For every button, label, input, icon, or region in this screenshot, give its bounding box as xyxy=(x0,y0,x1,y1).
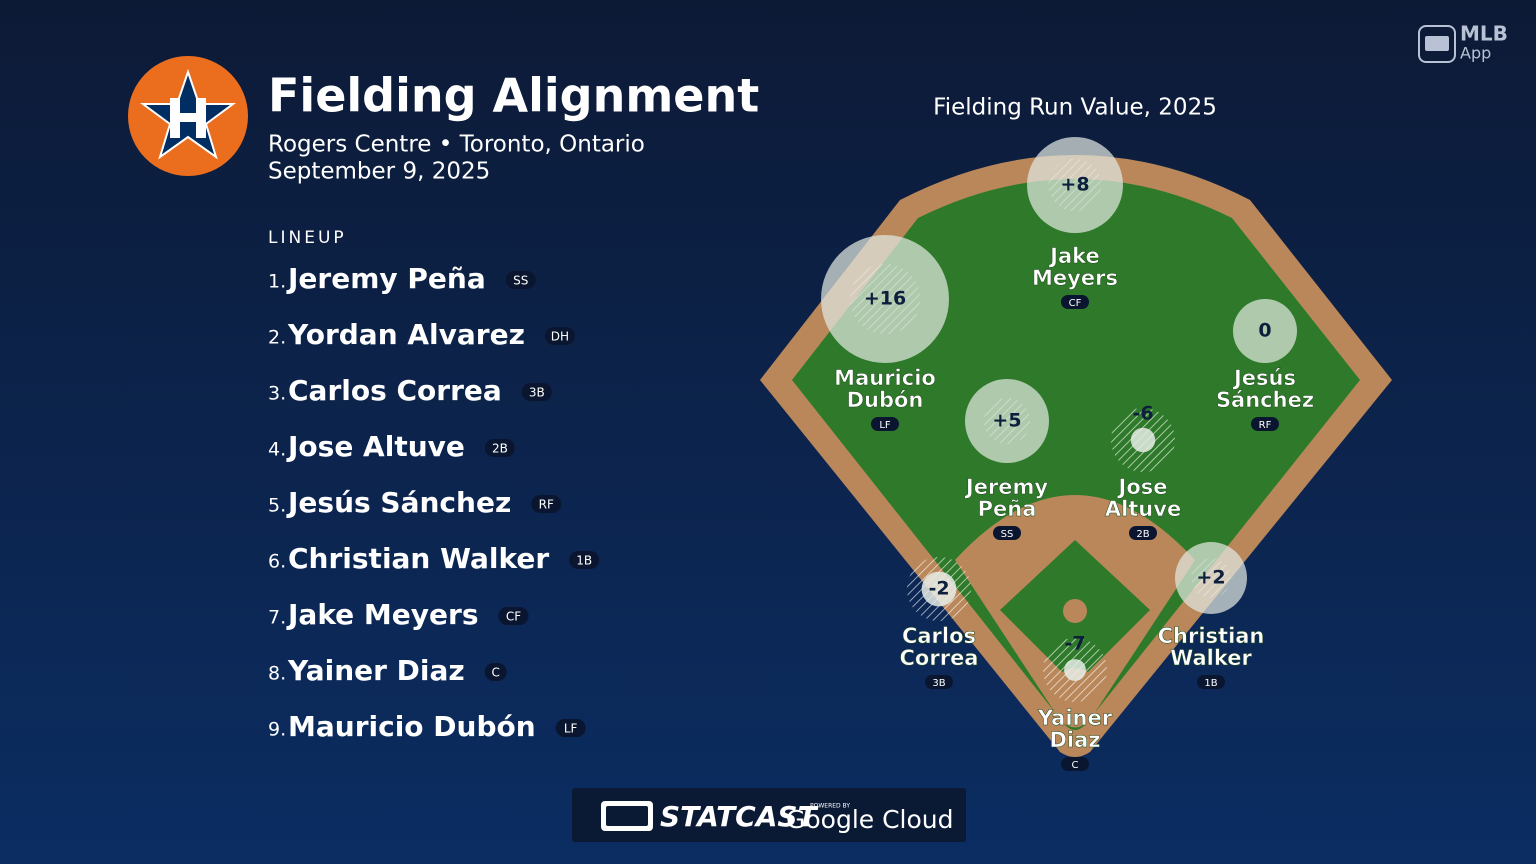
player-name: Christian xyxy=(1158,624,1265,648)
lineup-position: 2B xyxy=(492,442,508,456)
position-badge xyxy=(484,439,515,457)
position-badge xyxy=(555,719,586,737)
player-name: Diaz xyxy=(1049,728,1100,752)
lineup-name: Jeremy Peña xyxy=(286,262,486,295)
player-name: Sánchez xyxy=(1216,388,1314,412)
player-name: Walker xyxy=(1170,646,1252,670)
team-logo xyxy=(128,56,248,176)
lineup-order: 7. xyxy=(268,607,286,629)
value-label: +8 xyxy=(1060,174,1089,196)
powered-by: POWERED BY xyxy=(810,803,850,810)
position-badge xyxy=(544,327,575,345)
value-circle xyxy=(921,571,957,607)
value-label: -6 xyxy=(1132,403,1153,425)
position-badge xyxy=(569,551,600,569)
player-name: Jeremy xyxy=(964,475,1049,499)
title: Fielding Alignment xyxy=(268,69,759,123)
player-position: LF xyxy=(879,420,891,431)
position-badge xyxy=(925,675,953,689)
position-badge xyxy=(505,271,536,289)
player-name: Peña xyxy=(978,497,1037,521)
value-hatch xyxy=(849,263,921,335)
player-name: Meyers xyxy=(1032,266,1118,290)
lineup-position: 3B xyxy=(529,386,545,400)
value-circle xyxy=(1064,659,1086,681)
value-hatch xyxy=(983,397,1031,445)
player-position: CF xyxy=(1069,298,1082,309)
player-position: 1B xyxy=(1204,678,1217,689)
value-label: +5 xyxy=(992,410,1021,432)
position-badge xyxy=(484,663,507,681)
player-name: Jesús xyxy=(1232,366,1296,390)
lineup-heading: LINEUP xyxy=(268,228,347,248)
value-label: -2 xyxy=(928,578,949,600)
position-badge xyxy=(1251,417,1279,431)
player-position: 3B xyxy=(932,678,945,689)
lineup-order: 6. xyxy=(268,551,286,573)
position-badge xyxy=(1061,295,1089,309)
lineup-name: Yordan Alvarez xyxy=(287,318,525,351)
player-name: Carlos xyxy=(902,624,976,648)
value-circle xyxy=(1233,299,1297,363)
lineup-name: Carlos Correa xyxy=(288,374,502,407)
lineup-position: 1B xyxy=(576,554,592,568)
value-label: 0 xyxy=(1258,320,1271,342)
position-badge xyxy=(531,495,562,513)
value-label: +16 xyxy=(864,288,906,310)
lineup-order: 5. xyxy=(268,495,286,517)
player-name: Correa xyxy=(900,646,979,670)
value-hatch xyxy=(1191,558,1231,598)
player-name: Dubón xyxy=(847,388,924,412)
lineup-position: RF xyxy=(539,498,554,512)
statcast-footer: STATCAST POWERED BY Google Cloud xyxy=(572,788,966,842)
lineup-name: Mauricio Dubón xyxy=(288,710,536,743)
position-badge xyxy=(521,383,552,401)
lineup-name: Christian Walker xyxy=(288,542,549,575)
position-badge xyxy=(1061,757,1089,771)
lineup-order: 4. xyxy=(268,439,286,461)
lineup-name: Jesús Sánchez xyxy=(286,486,511,519)
position-badge xyxy=(1197,675,1225,689)
lineup-name: Yainer Diaz xyxy=(287,654,465,687)
value-circle xyxy=(1130,427,1156,453)
position-badge xyxy=(993,526,1021,540)
player-name: Jose xyxy=(1117,475,1168,499)
date: September 9, 2025 xyxy=(268,159,490,185)
player-position: SS xyxy=(1001,529,1014,540)
statcast-text: STATCAST xyxy=(660,800,819,833)
lineup-position: SS xyxy=(513,274,528,288)
player-name: Jake xyxy=(1048,244,1100,268)
value-label: -7 xyxy=(1064,633,1085,655)
position-badge xyxy=(871,417,899,431)
lineup-order: 1. xyxy=(268,271,286,293)
lineup-order: 2. xyxy=(268,327,286,349)
player-position: 2B xyxy=(1136,529,1149,540)
position-badge xyxy=(498,607,529,625)
player-name: Mauricio xyxy=(834,366,936,390)
value-label: +2 xyxy=(1196,567,1225,589)
lineup-position: CF xyxy=(506,610,521,624)
lineup-order: 3. xyxy=(268,383,286,405)
position-badge xyxy=(1129,526,1157,540)
lineup-name: Jake Meyers xyxy=(286,598,479,631)
player-position: RF xyxy=(1259,420,1272,431)
venue: Rogers Centre • Toronto, Ontario xyxy=(268,132,645,158)
lineup-order: 9. xyxy=(268,719,286,741)
player-name: Altuve xyxy=(1105,497,1181,521)
value-hatch xyxy=(1048,158,1102,212)
player-position: C xyxy=(1072,760,1079,771)
mlb-app-badge: MLB App xyxy=(1418,22,1508,63)
google-cloud: Google Cloud xyxy=(786,805,954,834)
player-name: Yainer xyxy=(1037,706,1113,730)
lineup-position: LF xyxy=(564,722,578,736)
mlb-text: MLB xyxy=(1460,22,1508,46)
lineup-name: Jose Altuve xyxy=(286,430,465,463)
field-title: Fielding Run Value, 2025 xyxy=(933,95,1217,121)
lineup-position: DH xyxy=(551,330,569,344)
app-text: App xyxy=(1460,44,1491,63)
lineup-order: 8. xyxy=(268,663,286,685)
lineup-position: C xyxy=(492,666,500,680)
